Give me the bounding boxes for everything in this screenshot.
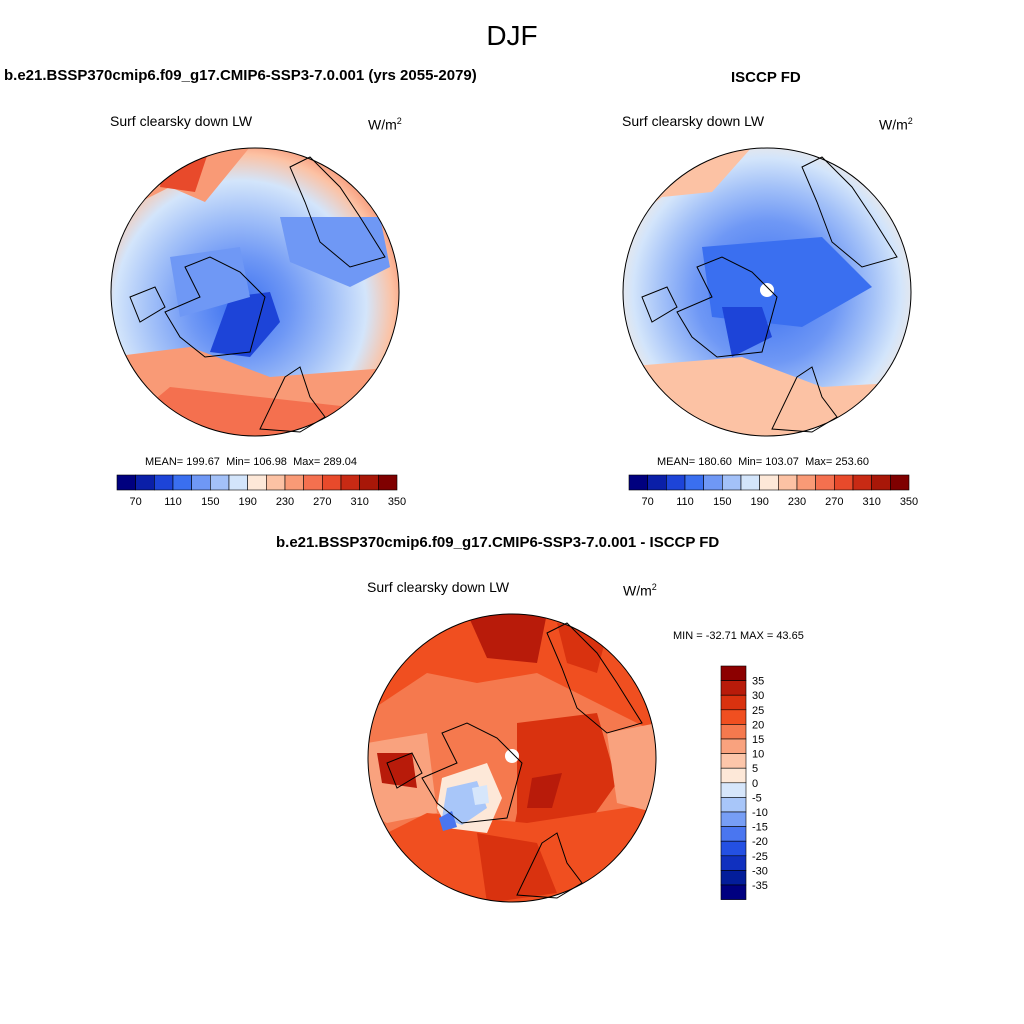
- colorbar-swatch: [116, 474, 136, 491]
- colorbar-swatch: [720, 840, 747, 857]
- colorbar-swatch: [720, 753, 747, 769]
- variable-label: Surf clearsky down LW: [367, 579, 510, 595]
- colorbar-swatch: [720, 694, 747, 711]
- colorbar-tick-label: 270: [825, 496, 843, 508]
- colorbar-tick-label: 0: [752, 778, 758, 790]
- colorbar-tick-label: 350: [900, 496, 918, 508]
- colorbar-swatch: [720, 724, 747, 740]
- colorbar-tick-label: 310: [862, 496, 880, 508]
- units-label: W/m2: [368, 116, 402, 133]
- obs-polar-map: [622, 147, 912, 437]
- colorbar-swatch: [172, 474, 192, 491]
- variable-label: Surf clearsky down LW: [110, 113, 253, 129]
- colorbar-tick-label: 230: [788, 496, 806, 508]
- colorbar-swatch: [722, 474, 742, 491]
- colorbar-swatch: [720, 884, 747, 900]
- colorbar-swatch: [720, 665, 747, 681]
- colorbar-swatch: [703, 474, 723, 491]
- colorbar-swatch: [322, 474, 342, 491]
- colorbar-tick-label: 310: [350, 496, 368, 508]
- colorbar-tick-label: 230: [276, 496, 294, 508]
- colorbar-tick-label: 15: [752, 734, 764, 746]
- season-title: DJF: [486, 20, 538, 51]
- colorbar-tick-label: 270: [313, 496, 331, 508]
- colorbar-swatch: [228, 474, 248, 491]
- colorbar-swatch: [135, 474, 155, 491]
- colorbar-swatch: [720, 870, 747, 886]
- colorbar-swatch: [191, 474, 211, 491]
- colorbar-tick-label: -35: [752, 880, 768, 892]
- model-title: b.e21.BSSP370cmip6.f09_g17.CMIP6-SSP3-7.…: [4, 67, 477, 84]
- obs-stats: MEAN= 180.60 Min= 103.07 Max= 253.60: [657, 456, 869, 468]
- obs-colorbar: 70 110 150 190 230 270 310 350: [628, 474, 918, 508]
- colorbar-swatch: [720, 709, 747, 725]
- variable-label: Surf clearsky down LW: [622, 113, 765, 129]
- colorbar-tick-label: 70: [642, 496, 654, 508]
- model-polar-map: [110, 147, 400, 437]
- colorbar-swatch: [834, 474, 854, 491]
- colorbar-tick-label: 20: [752, 719, 764, 731]
- colorbar-swatch: [720, 826, 747, 842]
- colorbar-swatch: [340, 474, 360, 491]
- units-label: W/m2: [879, 116, 913, 133]
- colorbar-swatch: [666, 474, 686, 491]
- colorbar-swatch: [740, 474, 760, 491]
- colorbar-tick-label: 110: [676, 496, 694, 508]
- colorbar-swatch: [154, 474, 174, 491]
- obs-title: ISCCP FD: [731, 69, 801, 86]
- colorbar-swatch: [796, 474, 816, 491]
- colorbar-tick-label: -30: [752, 865, 768, 877]
- colorbar-tick-label: -25: [752, 851, 768, 863]
- colorbar-swatch: [628, 474, 648, 491]
- diff-title: b.e21.BSSP370cmip6.f09_g17.CMIP6-SSP3-7.…: [276, 534, 720, 551]
- colorbar-swatch: [852, 474, 872, 491]
- colorbar-swatch: [815, 474, 835, 491]
- colorbar-tick-label: -20: [752, 836, 768, 848]
- colorbar-swatch: [359, 474, 379, 491]
- colorbar-tick-label: 190: [238, 496, 256, 508]
- colorbar-swatch: [720, 811, 747, 827]
- diff-polar-map: [367, 613, 657, 903]
- colorbar-swatch: [303, 474, 323, 491]
- colorbar-tick-label: 35: [752, 676, 764, 688]
- colorbar-swatch: [871, 474, 891, 491]
- units-label: W/m2: [623, 582, 657, 599]
- model-colorbar: 70 110 150 190 230 270 310 350: [116, 474, 406, 508]
- colorbar-tick-label: 25: [752, 705, 764, 717]
- colorbar-swatch: [720, 680, 747, 696]
- colorbar-swatch: [720, 855, 747, 871]
- model-stats: MEAN= 199.67 Min= 106.98 Max= 289.04: [145, 456, 357, 468]
- colorbar-tick-label: 190: [750, 496, 768, 508]
- colorbar-swatch: [247, 474, 267, 491]
- colorbar-tick-label: 10: [752, 749, 764, 761]
- colorbar-swatch: [378, 474, 398, 491]
- diff-colorbar: 35 30 25 20 15 10 5 0 -5 -10 -15 -20 -25 -30 -35: [720, 665, 768, 900]
- colorbar-swatch: [284, 474, 304, 491]
- colorbar-tick-label: 350: [388, 496, 406, 508]
- colorbar-swatch: [720, 797, 747, 813]
- colorbar-tick-label: 70: [130, 496, 142, 508]
- diff-minmax: MIN = -32.71 MAX = 43.65: [673, 630, 804, 642]
- colorbar-tick-label: -5: [752, 792, 762, 804]
- colorbar-tick-label: 110: [164, 496, 182, 508]
- colorbar-swatch: [647, 474, 667, 491]
- colorbar-swatch: [720, 738, 747, 754]
- colorbar-swatch: [759, 474, 779, 491]
- colorbar-swatch: [210, 474, 230, 491]
- colorbar-tick-label: -10: [752, 807, 768, 819]
- colorbar-tick-label: 5: [752, 763, 758, 775]
- colorbar-swatch: [720, 782, 747, 798]
- colorbar-tick-label: 150: [201, 496, 219, 508]
- colorbar-swatch: [684, 474, 704, 491]
- colorbar-swatch: [890, 474, 910, 491]
- colorbar-swatch: [720, 767, 747, 784]
- colorbar-tick-label: -15: [752, 822, 768, 834]
- colorbar-tick-label: 30: [752, 690, 764, 702]
- colorbar-tick-label: 150: [713, 496, 731, 508]
- colorbar-swatch: [266, 474, 286, 491]
- colorbar-swatch: [778, 474, 798, 491]
